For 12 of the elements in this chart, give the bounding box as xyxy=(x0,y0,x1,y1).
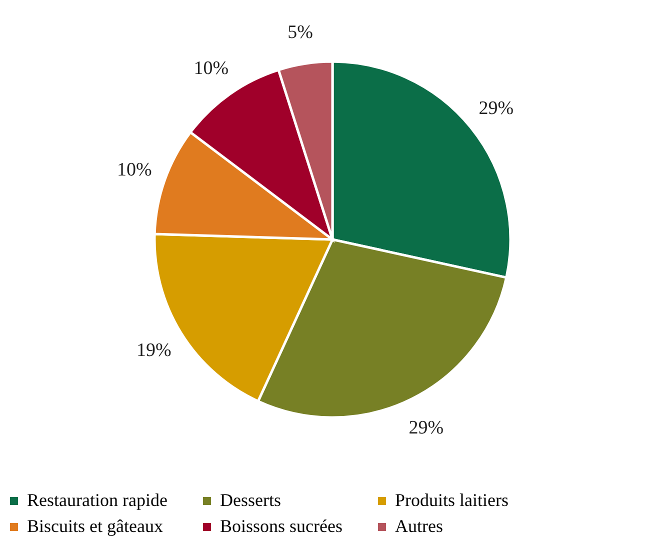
data-label: 19% xyxy=(136,340,172,362)
data-label: 10% xyxy=(117,160,152,181)
data-label: 29% xyxy=(478,98,514,119)
legend-label: Boissons sucrées xyxy=(220,516,342,536)
data-label: 29% xyxy=(408,417,444,438)
legend-label: Produits laitiers xyxy=(395,490,508,510)
data-label: 5% xyxy=(288,22,314,43)
legend-label: Biscuits et gâteaux xyxy=(27,516,163,536)
legend-label: Autres xyxy=(395,516,443,536)
legend-label: Desserts xyxy=(220,490,281,510)
legend-label: Restauration rapide xyxy=(27,490,168,510)
data-label: 10% xyxy=(194,58,229,80)
